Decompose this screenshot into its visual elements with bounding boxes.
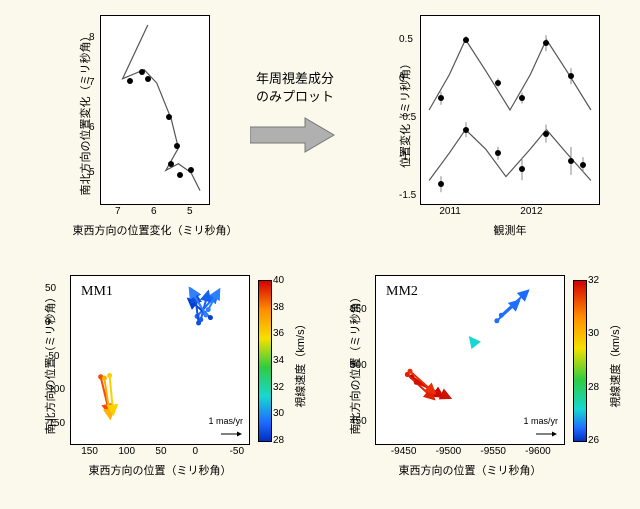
center-annotation: 年周視差成分 のみプロット	[235, 70, 355, 106]
scale-label: 1 mas/yr	[523, 416, 558, 426]
annotation-line2: のみプロット	[256, 89, 334, 104]
colorbar	[258, 280, 272, 442]
y-axis-label: 南北方向の位置変化（ミリ秒角）	[77, 18, 93, 208]
colorbar-label: 視線速度（km/s）	[292, 283, 308, 443]
y-axis-label: 南北方向の位置（ミリ秒角）	[42, 278, 58, 448]
plot-area: 765 5678	[100, 15, 210, 205]
curve-svg	[101, 16, 209, 204]
plot-area: MM2 -9450-9500-9550-9600 450500550 1 mas…	[375, 275, 565, 445]
x-axis-label: 東西方向の位置変化（ミリ秒角）	[60, 222, 250, 238]
x-axis-label: 東西方向の位置（ミリ秒角）	[375, 462, 565, 478]
scale-label: 1 mas/yr	[208, 416, 243, 426]
plot-area: 20112012 -1.5-1-0.500.5	[420, 15, 600, 205]
y-axis-label: 南北方向の位置（ミリ秒角）	[347, 278, 363, 448]
y-axis-label: 位置変化（ミリ秒角）	[397, 18, 413, 208]
x-axis-label: 東西方向の位置（ミリ秒角）	[70, 462, 250, 478]
annotation-line1: 年周視差成分	[256, 71, 334, 86]
colorbar-label: 視線速度（km/s）	[607, 283, 623, 443]
colorbar	[573, 280, 587, 442]
x-axis-label: 観測年	[420, 222, 600, 238]
curves-svg	[421, 16, 599, 204]
arrow-icon	[250, 115, 335, 155]
plot-area: MM1 150100500-50 -150-100-50050 1 mas/yr	[70, 275, 250, 445]
